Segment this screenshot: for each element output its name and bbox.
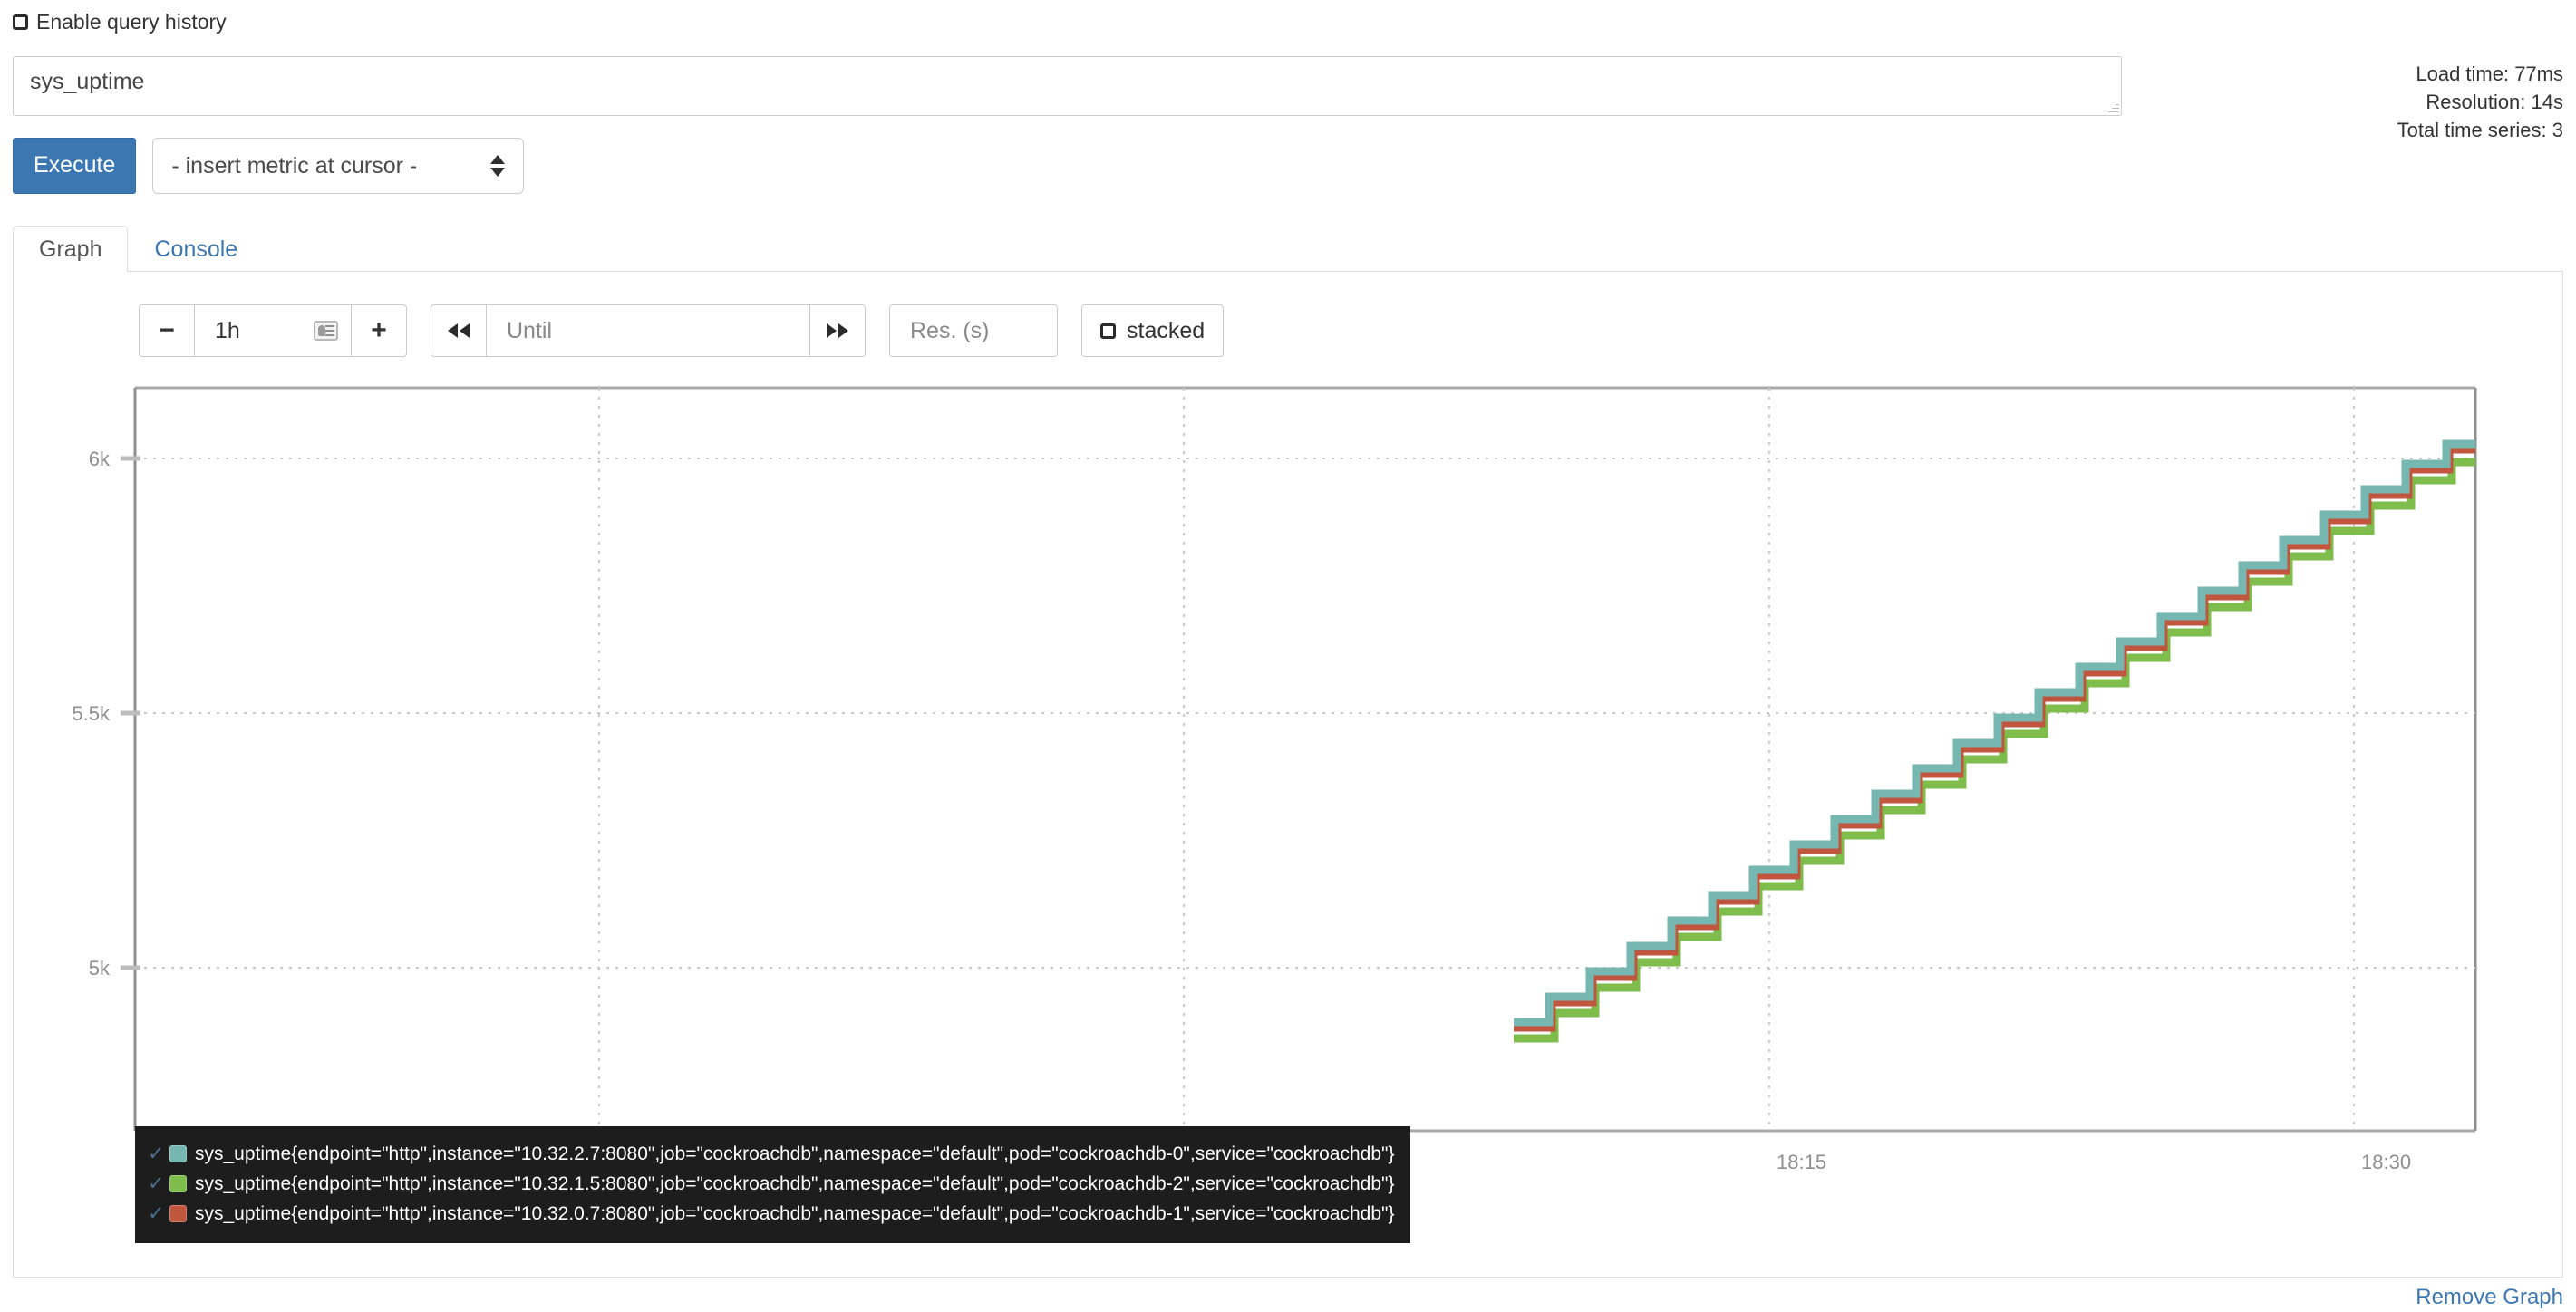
vcard-icon[interactable] bbox=[314, 321, 338, 341]
metric-select[interactable]: - insert metric at cursor - bbox=[152, 138, 525, 194]
step-forward-button[interactable] bbox=[809, 304, 866, 357]
graph-chart[interactable]: 6k 5.5k 5k 17:45 18:00 18:15 18:30 bbox=[14, 379, 2564, 1249]
legend-item[interactable]: ✓ sys_uptime{endpoint="http",instance="1… bbox=[144, 1199, 1394, 1229]
metric-select-value: - insert metric at cursor - bbox=[171, 152, 418, 178]
chart-svg[interactable]: 6k 5.5k 5k 17:45 18:00 18:15 18:30 bbox=[14, 379, 2564, 1249]
until-input[interactable]: Until bbox=[486, 304, 810, 357]
spinner-updown-icon[interactable] bbox=[490, 155, 506, 177]
resolution-input-placeholder: Res. (s) bbox=[910, 317, 990, 343]
execute-button[interactable]: Execute bbox=[13, 138, 137, 194]
chart-legend: ✓ sys_uptime{endpoint="http",instance="1… bbox=[135, 1126, 1411, 1243]
tab-graph[interactable]: Graph bbox=[13, 225, 129, 272]
step-backward-button[interactable] bbox=[431, 304, 487, 357]
resolution: Resolution: 14s bbox=[2426, 91, 2563, 114]
legend-color-swatch bbox=[169, 1205, 187, 1222]
load-time: Load time: 77ms bbox=[2416, 63, 2563, 85]
tab-console[interactable]: Console bbox=[154, 236, 238, 262]
legend-item[interactable]: ✓ sys_uptime{endpoint="http",instance="1… bbox=[144, 1139, 1394, 1169]
chart-gridlines bbox=[133, 386, 2477, 1133]
legend-check-icon[interactable]: ✓ bbox=[148, 1143, 164, 1164]
query-stats: Load time: 77ms Resolution: 14s Total ti… bbox=[2397, 60, 2563, 145]
legend-label: sys_uptime{endpoint="http",instance="10.… bbox=[195, 1203, 1395, 1224]
legend-color-swatch bbox=[169, 1175, 187, 1192]
decrease-range-button[interactable]: − bbox=[139, 304, 195, 357]
y-tick-label: 5.5k bbox=[72, 702, 111, 725]
legend-check-icon[interactable]: ✓ bbox=[148, 1173, 164, 1194]
legend-label: sys_uptime{endpoint="http",instance="10.… bbox=[195, 1143, 1395, 1164]
legend-color-swatch bbox=[169, 1145, 187, 1162]
chart-series-lines bbox=[1514, 439, 2475, 1043]
enable-query-history-toggle[interactable]: Enable query history bbox=[13, 12, 227, 33]
expression-input[interactable] bbox=[13, 56, 2122, 116]
expression-input-wrapper bbox=[13, 56, 2122, 116]
legend-label: sys_uptime{endpoint="http",instance="10.… bbox=[195, 1173, 1395, 1194]
x-tick-label: 18:15 bbox=[1777, 1151, 1826, 1173]
increase-range-button[interactable]: + bbox=[351, 304, 407, 357]
range-control-group: − 1h + bbox=[139, 304, 407, 357]
series-line-cockroachdb-0 bbox=[1514, 439, 2475, 1027]
range-input-value: 1h bbox=[215, 317, 240, 343]
execute-row: Execute - insert metric at cursor - bbox=[13, 138, 525, 194]
checkbox-icon[interactable] bbox=[13, 14, 28, 30]
checkbox-icon[interactable] bbox=[1100, 323, 1116, 339]
legend-item[interactable]: ✓ sys_uptime{endpoint="http",instance="1… bbox=[144, 1169, 1394, 1199]
total-time-series: Total time series: 3 bbox=[2397, 119, 2563, 142]
y-tick-label: 6k bbox=[89, 448, 111, 470]
until-control-group: Until bbox=[431, 304, 866, 357]
resolution-input[interactable]: Res. (s) bbox=[889, 304, 1058, 357]
chart-y-axis-ticks: 6k 5.5k 5k bbox=[72, 448, 140, 979]
legend-check-icon[interactable]: ✓ bbox=[148, 1203, 164, 1224]
y-tick-label: 5k bbox=[89, 957, 111, 979]
stacked-label: stacked bbox=[1127, 317, 1206, 343]
until-input-placeholder: Until bbox=[507, 317, 553, 343]
remove-graph-link[interactable]: Remove Graph bbox=[2416, 1285, 2563, 1309]
enable-query-history-label: Enable query history bbox=[36, 10, 227, 34]
tab-bar: Graph Console bbox=[13, 222, 2563, 272]
stacked-toggle[interactable]: stacked bbox=[1081, 304, 1225, 357]
x-tick-label: 18:30 bbox=[2361, 1151, 2411, 1173]
range-input[interactable]: 1h bbox=[194, 304, 352, 357]
graph-controls-toolbar: − 1h + Until bbox=[139, 304, 1225, 357]
graph-panel: − 1h + Until bbox=[13, 272, 2563, 1278]
